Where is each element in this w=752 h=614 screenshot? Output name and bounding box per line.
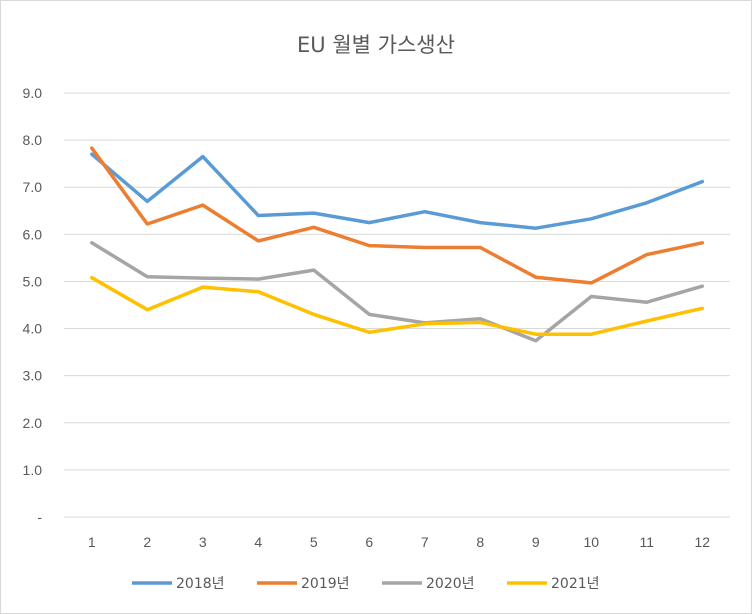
legend-label: 2019년 (301, 576, 350, 592)
x-tick-label: 7 (421, 534, 429, 550)
y-tick-label: 8.0 (23, 132, 43, 148)
x-tick-label: 11 (639, 534, 654, 550)
x-tick-label: 6 (365, 534, 373, 550)
series-line-2021년 (90, 275, 705, 336)
x-axis-ticks: 1 2 3 4 5 6 7 8 9 10 11 12 (88, 534, 710, 550)
series-line-2020년 (90, 241, 705, 343)
x-tick-label: 3 (199, 534, 207, 550)
y-tick-label: 4.0 (23, 321, 43, 337)
y-tick-label: 2.0 (23, 415, 43, 431)
x-tick-label: 8 (476, 534, 484, 550)
chart-title: EU 월별 가스생산 (297, 33, 455, 57)
y-axis-ticks: - 1.0 2.0 3.0 4.0 5.0 6.0 7.0 8.0 9.0 (23, 85, 43, 525)
x-tick-label: 1 (88, 534, 96, 550)
y-tick-label: 6.0 (23, 226, 43, 242)
series-line-2018년 (90, 152, 705, 230)
x-tick-label: 9 (532, 534, 540, 550)
gridlines (64, 92, 730, 518)
legend-label: 2018년 (176, 576, 225, 592)
x-tick-label: 10 (583, 534, 599, 550)
y-tick-label: 7.0 (23, 179, 43, 195)
x-tick-label: 12 (694, 534, 710, 550)
y-tick-label: 9.0 (23, 85, 43, 101)
series-lines (90, 146, 705, 343)
x-tick-label: 2 (143, 534, 151, 550)
legend: 2018년 2019년 2020년 2021년 (132, 576, 600, 592)
y-tick-label: 5.0 (23, 273, 43, 289)
y-tick-label: - (37, 509, 42, 525)
x-tick-label: 4 (254, 534, 262, 550)
legend-label: 2020년 (426, 576, 475, 592)
x-tick-label: 5 (310, 534, 318, 550)
series-line-2019년 (90, 146, 705, 285)
legend-label: 2021년 (551, 576, 600, 592)
y-tick-label: 1.0 (23, 462, 43, 478)
y-tick-label: 3.0 (23, 368, 43, 384)
